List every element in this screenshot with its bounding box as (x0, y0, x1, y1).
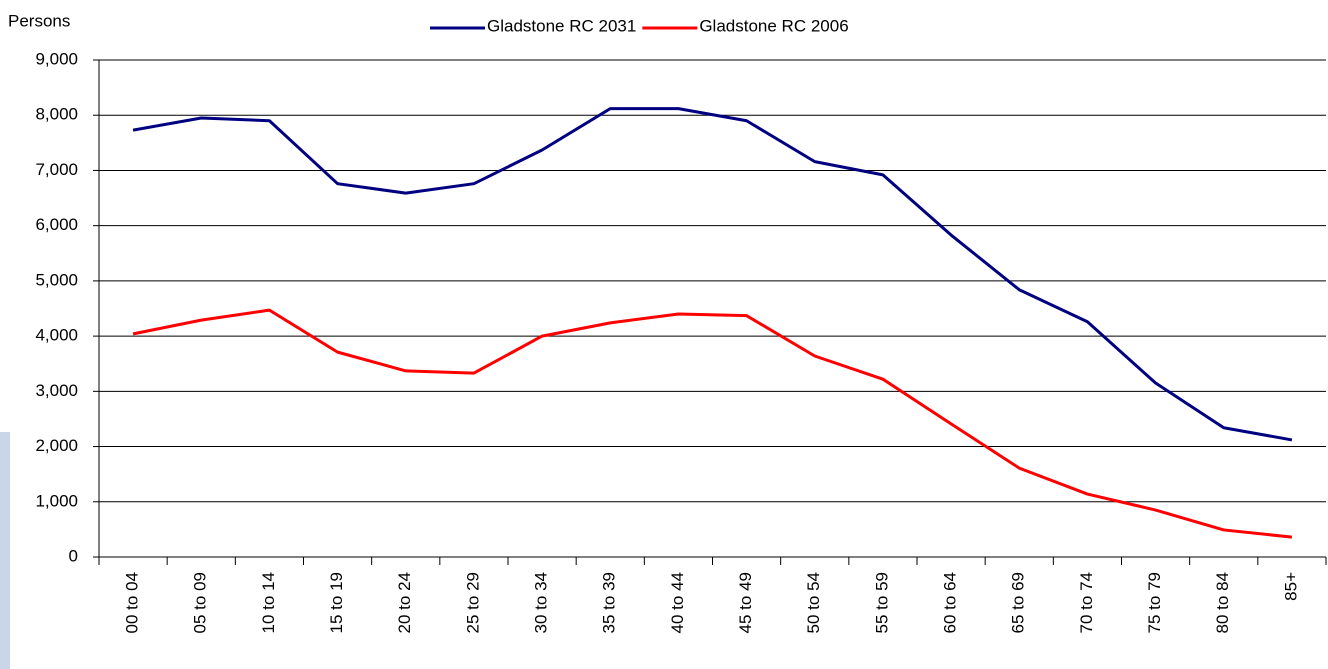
y-tick-label: 5,000 (35, 270, 78, 289)
background-strip (0, 432, 10, 669)
y-tick-label: 7,000 (35, 160, 78, 179)
x-tick-label: 15 to 19 (327, 572, 346, 633)
line (132, 308, 1293, 539)
y-tick-label: 1,000 (35, 491, 78, 510)
x-tick-label: 35 to 39 (600, 572, 619, 633)
y-tick-label: 6,000 (35, 215, 78, 234)
x-tick-label: 70 to 74 (1077, 572, 1096, 633)
x-tick-label: 75 to 79 (1145, 572, 1164, 633)
y-tick-label: 0 (69, 546, 78, 565)
x-tick-label: 50 to 54 (804, 572, 823, 633)
x-tick-label: 20 to 24 (395, 572, 414, 633)
y-tick-label: 2,000 (35, 436, 78, 455)
y-tick-label: 3,000 (35, 381, 78, 400)
x-tick-label: 10 to 14 (259, 572, 278, 633)
x-tick-label: 40 to 44 (668, 572, 687, 633)
y-tick-label: 4,000 (35, 326, 78, 345)
y-tick-label: 9,000 (35, 49, 78, 68)
x-tick-label: 05 to 09 (191, 572, 210, 633)
x-tick-label: 55 to 59 (872, 572, 891, 633)
legend-label: Gladstone RC 2031 (487, 16, 636, 35)
x-tick-label: 00 to 04 (123, 572, 142, 633)
y-axis-label: Persons (8, 11, 70, 30)
x-tick-label: 30 to 34 (532, 572, 551, 633)
y-tick-label: 8,000 (35, 105, 78, 124)
x-tick-label: 25 to 29 (463, 572, 482, 633)
x-tick-label: 80 to 84 (1213, 572, 1232, 633)
x-tick-label: 60 to 64 (941, 572, 960, 633)
x-tick-label: 85+ (1281, 572, 1300, 601)
line (132, 107, 1293, 442)
x-tick-label: 65 to 69 (1009, 572, 1028, 633)
x-tick-label: 45 to 49 (736, 572, 755, 633)
legend-label: Gladstone RC 2006 (699, 16, 848, 35)
